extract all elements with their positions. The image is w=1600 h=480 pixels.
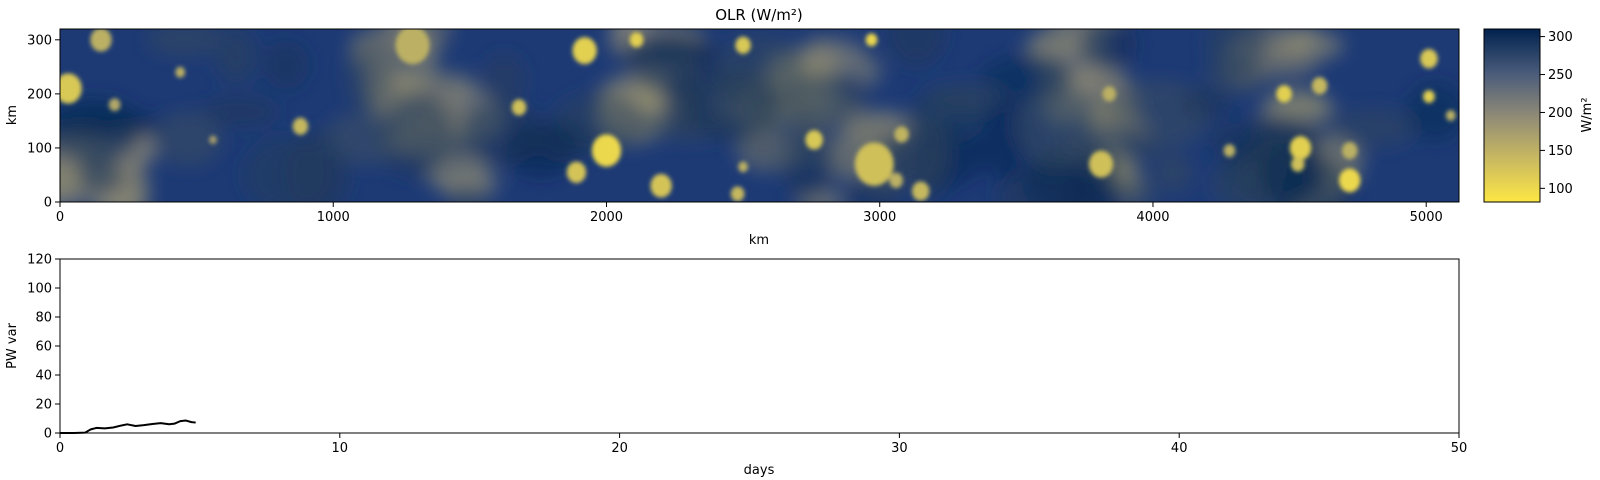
colorbar-ticks: 100 150 200 250 300 bbox=[1540, 30, 1573, 197]
line-y-ticks: 0 20 40 60 80 100 120 bbox=[27, 253, 60, 442]
convective-cell bbox=[730, 186, 745, 202]
line-y-tick-label: 80 bbox=[35, 311, 52, 326]
colorbar-tick-label: 150 bbox=[1548, 144, 1573, 159]
convective-cell bbox=[805, 130, 823, 150]
heatmap-x-tick-label: 0 bbox=[56, 210, 64, 225]
heatmap-x-tick-label: 1000 bbox=[317, 210, 350, 225]
convective-cell bbox=[1276, 85, 1292, 103]
convective-cell bbox=[60, 73, 82, 104]
colorbar-tick-label: 300 bbox=[1548, 30, 1573, 45]
convective-cell bbox=[865, 33, 878, 47]
convective-cell bbox=[292, 117, 309, 135]
heatmap-x-tick-label: 2000 bbox=[590, 210, 623, 225]
heatmap-title: OLR (W/m²) bbox=[715, 6, 803, 24]
colorbar-tick-label: 250 bbox=[1548, 68, 1573, 83]
convective-cell bbox=[911, 181, 930, 201]
convective-cell bbox=[1338, 168, 1361, 193]
convective-cell bbox=[1445, 110, 1456, 121]
line-y-tick-label: 20 bbox=[35, 398, 52, 413]
heatmap-y-ticks: 0 100 200 300 bbox=[27, 33, 60, 211]
convective-cell bbox=[738, 161, 748, 173]
convective-cell bbox=[1102, 86, 1117, 102]
convective-cell bbox=[629, 32, 644, 48]
line-x-tick-label: 0 bbox=[56, 441, 64, 456]
heatmap-x-ticks: 0 1000 2000 3000 4000 5000 bbox=[56, 202, 1443, 225]
heatmap-frame bbox=[59, 28, 1460, 203]
line-y-tick-label: 120 bbox=[27, 253, 52, 268]
convective-cell bbox=[511, 99, 527, 116]
colorbar bbox=[1484, 29, 1540, 202]
line-y-tick-label: 60 bbox=[35, 340, 52, 355]
line-y-tick-label: 40 bbox=[35, 369, 52, 384]
heatmap-plot-area bbox=[60, 29, 1459, 202]
heatmap-x-tick-label: 4000 bbox=[1136, 210, 1169, 225]
convective-cell bbox=[566, 161, 587, 184]
line-x-tick-label: 10 bbox=[332, 441, 349, 456]
heatmap-y-tick-label: 200 bbox=[27, 87, 52, 102]
convective-cell bbox=[108, 98, 121, 112]
convective-cell bbox=[889, 172, 903, 188]
colorbar-frame bbox=[1483, 28, 1541, 203]
convective-cell bbox=[1223, 144, 1236, 158]
line-plot-frame bbox=[59, 258, 1460, 434]
colorbar-tick-label: 200 bbox=[1548, 106, 1573, 121]
line-x-label: days bbox=[744, 463, 775, 478]
pw-var-series-line bbox=[60, 419, 196, 434]
convective-cell bbox=[395, 29, 430, 65]
line-x-tick-label: 30 bbox=[891, 441, 908, 456]
line-x-tick-label: 50 bbox=[1451, 441, 1468, 456]
convective-cell bbox=[1311, 77, 1328, 95]
line-x-ticks: 0 10 20 30 40 50 bbox=[56, 433, 1467, 456]
convective-cell bbox=[854, 142, 894, 186]
convective-cell bbox=[1289, 136, 1312, 160]
line-y-label: PW var bbox=[5, 322, 20, 368]
colorbar-label: W/m² bbox=[1580, 97, 1595, 132]
heatmap-y-tick-label: 100 bbox=[27, 141, 52, 156]
convective-cell bbox=[650, 173, 672, 198]
colorbar-tick-label: 100 bbox=[1548, 182, 1573, 197]
heatmap-convective-cells bbox=[60, 29, 1456, 202]
line-y-tick-label: 100 bbox=[27, 282, 52, 297]
convective-cell bbox=[1341, 141, 1358, 160]
convective-cell bbox=[1290, 156, 1305, 172]
convective-cell bbox=[735, 36, 751, 54]
convective-cell bbox=[572, 37, 597, 65]
line-y-tick-label: 0 bbox=[44, 427, 52, 442]
heatmap-y-tick-label: 300 bbox=[27, 33, 52, 48]
heatmap-y-label: km bbox=[5, 105, 20, 125]
heatmap-x-tick-label: 5000 bbox=[1410, 210, 1443, 225]
convective-cell bbox=[90, 29, 112, 52]
line-x-tick-label: 40 bbox=[1171, 441, 1188, 456]
convective-cell bbox=[175, 66, 186, 78]
convective-cell bbox=[1088, 150, 1114, 178]
convective-cell bbox=[1423, 90, 1435, 104]
convective-cell bbox=[209, 135, 217, 145]
heatmap-x-tick-label: 3000 bbox=[863, 210, 896, 225]
heatmap-x-label: km bbox=[749, 233, 769, 248]
convective-cell bbox=[1420, 49, 1438, 69]
heatmap-y-tick-label: 0 bbox=[44, 196, 52, 211]
convective-cell bbox=[894, 126, 909, 143]
convective-cell bbox=[591, 134, 622, 167]
line-x-tick-label: 20 bbox=[611, 441, 628, 456]
